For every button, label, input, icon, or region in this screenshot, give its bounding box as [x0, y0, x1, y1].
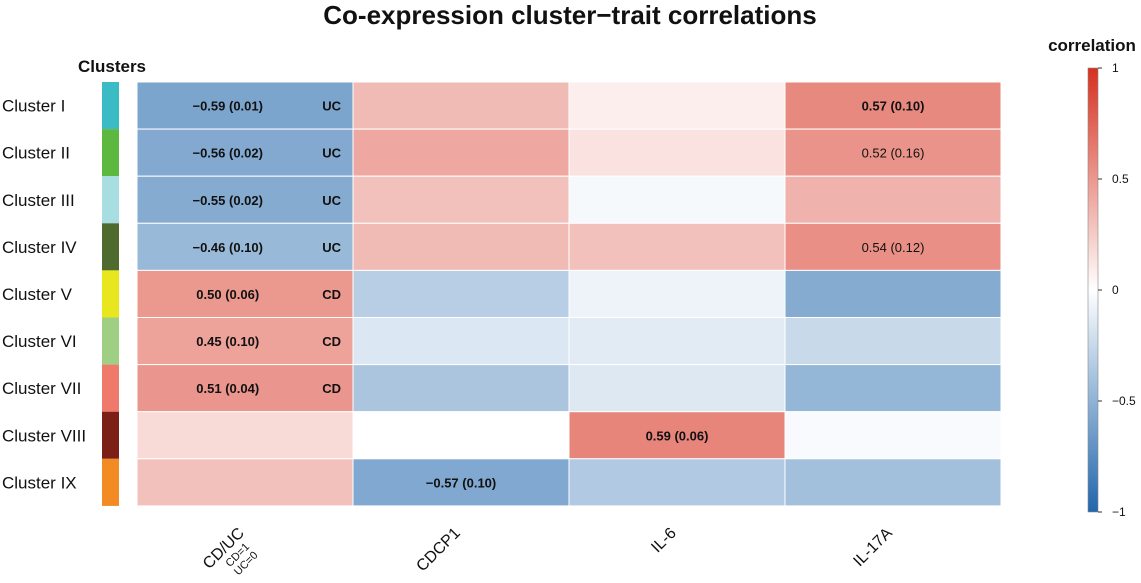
heatmap-cell	[568, 175, 786, 224]
group-label: CD	[322, 287, 341, 302]
heatmap-cell	[352, 128, 570, 177]
heatmap-cell	[568, 317, 786, 366]
legend-tick-label: 0.5	[1112, 172, 1129, 186]
group-label: UC	[322, 99, 341, 114]
cell-annotation: −0.57 (0.10)	[426, 475, 496, 490]
row-color-bar	[102, 270, 119, 318]
legend-ticks: 1 0.5 0 −0.5 −1	[1098, 61, 1136, 519]
heatmap-cell	[352, 411, 570, 460]
row-labels: Cluster I Cluster II Cluster III Cluster IV…	[2, 97, 86, 493]
column-label-group: IL-17A	[850, 524, 896, 570]
heatmap-cell	[784, 222, 1002, 271]
column-label: CDCP1	[413, 525, 463, 575]
heatmap-cell	[352, 222, 570, 271]
row-label: Cluster III	[2, 191, 75, 210]
heatmap-cell	[568, 411, 786, 460]
cell-annotation: −0.55 (0.02)	[192, 193, 262, 208]
legend-tick-label: 1	[1112, 61, 1119, 75]
heatmap-cell	[784, 128, 1002, 177]
heatmap-cell	[136, 458, 354, 507]
heatmap-cell	[784, 411, 1002, 460]
group-label: UC	[322, 146, 341, 161]
row-color-bar	[102, 82, 119, 130]
row-label: Cluster VII	[2, 379, 81, 398]
heatmap-cell	[568, 269, 786, 318]
group-label: UC	[322, 193, 341, 208]
heatmap-cell	[784, 317, 1002, 366]
heatmap-cells	[136, 81, 1002, 507]
column-label-group: IL-6	[648, 525, 680, 557]
legend-color-bar	[1087, 67, 1099, 513]
heatmap-cell	[568, 222, 786, 271]
cell-annotation: −0.59 (0.01)	[192, 99, 262, 114]
heatmap-cell	[568, 81, 786, 130]
cell-labels: −0.59 (0.01) −0.56 (0.02) −0.55 (0.02) −0.4…	[192, 99, 924, 491]
cell-annotation: 0.59 (0.06)	[646, 428, 709, 443]
row-label: Cluster II	[2, 144, 70, 163]
cell-annotation: 0.54 (0.12)	[862, 240, 925, 255]
heatmap-cell	[136, 81, 354, 130]
row-color-bar	[102, 317, 119, 365]
heatmap-cell	[352, 269, 570, 318]
heatmap-cell	[784, 175, 1002, 224]
row-group-header: Clusters	[78, 57, 146, 76]
heatmap-cell	[784, 81, 1002, 130]
cell-annotation: 0.50 (0.06)	[196, 287, 259, 302]
cell-annotation: 0.52 (0.16)	[862, 146, 925, 161]
group-label: CD	[322, 334, 341, 349]
cell-annotation: −0.56 (0.02)	[192, 146, 262, 161]
heatmap-cell	[136, 222, 354, 271]
heatmap-cell	[568, 364, 786, 413]
cell-annotation: 0.45 (0.10)	[196, 334, 259, 349]
cell-annotation: 0.51 (0.04)	[196, 381, 259, 396]
legend-tick-label: −0.5	[1112, 394, 1136, 408]
heatmap-cell	[784, 269, 1002, 318]
row-color-bar	[102, 176, 119, 224]
heatmap-cell	[136, 269, 354, 318]
column-label: IL-6	[648, 525, 680, 557]
row-label: Cluster IX	[2, 473, 77, 492]
row-color-bar	[102, 223, 119, 271]
legend-title: correlation	[1048, 36, 1136, 55]
row-color-bar	[102, 129, 119, 177]
legend-tick-label: −1	[1112, 505, 1126, 519]
row-label: Cluster VI	[2, 332, 77, 351]
cell-annotation: −0.46 (0.10)	[192, 240, 262, 255]
column-label-group: CDCP1	[413, 525, 463, 575]
heatmap-cell	[568, 458, 786, 507]
row-color-bars	[102, 82, 119, 506]
legend-tick-label: 0	[1112, 283, 1119, 297]
heatmap-cell	[136, 317, 354, 366]
group-label: UC	[322, 240, 341, 255]
heatmap-cell	[136, 364, 354, 413]
color-legend: correlation 1 0.5 0 −0.5 −1	[1048, 36, 1136, 519]
row-label: Cluster IV	[2, 238, 77, 257]
row-color-bar	[102, 364, 119, 412]
cell-annotation: 0.57 (0.10)	[862, 99, 925, 114]
group-label: CD	[322, 381, 341, 396]
row-label: Cluster VIII	[2, 426, 86, 445]
row-label: Cluster V	[2, 285, 73, 304]
heatmap-cell	[784, 364, 1002, 413]
row-color-bar	[102, 411, 119, 459]
heatmap-cell	[136, 128, 354, 177]
heatmap-cell	[352, 364, 570, 413]
row-color-bar	[102, 458, 119, 506]
column-label: IL-17A	[850, 524, 896, 570]
heatmap-cell	[784, 458, 1002, 507]
heatmap-cell	[352, 317, 570, 366]
heatmap-cell	[352, 175, 570, 224]
heatmap-cell	[352, 458, 570, 507]
heatmap-cell	[352, 81, 570, 130]
heatmap-cell	[568, 128, 786, 177]
heatmap-cell	[136, 411, 354, 460]
row-label: Cluster I	[2, 97, 65, 116]
chart-title: Co-expression cluster−trait correlations	[323, 0, 816, 30]
